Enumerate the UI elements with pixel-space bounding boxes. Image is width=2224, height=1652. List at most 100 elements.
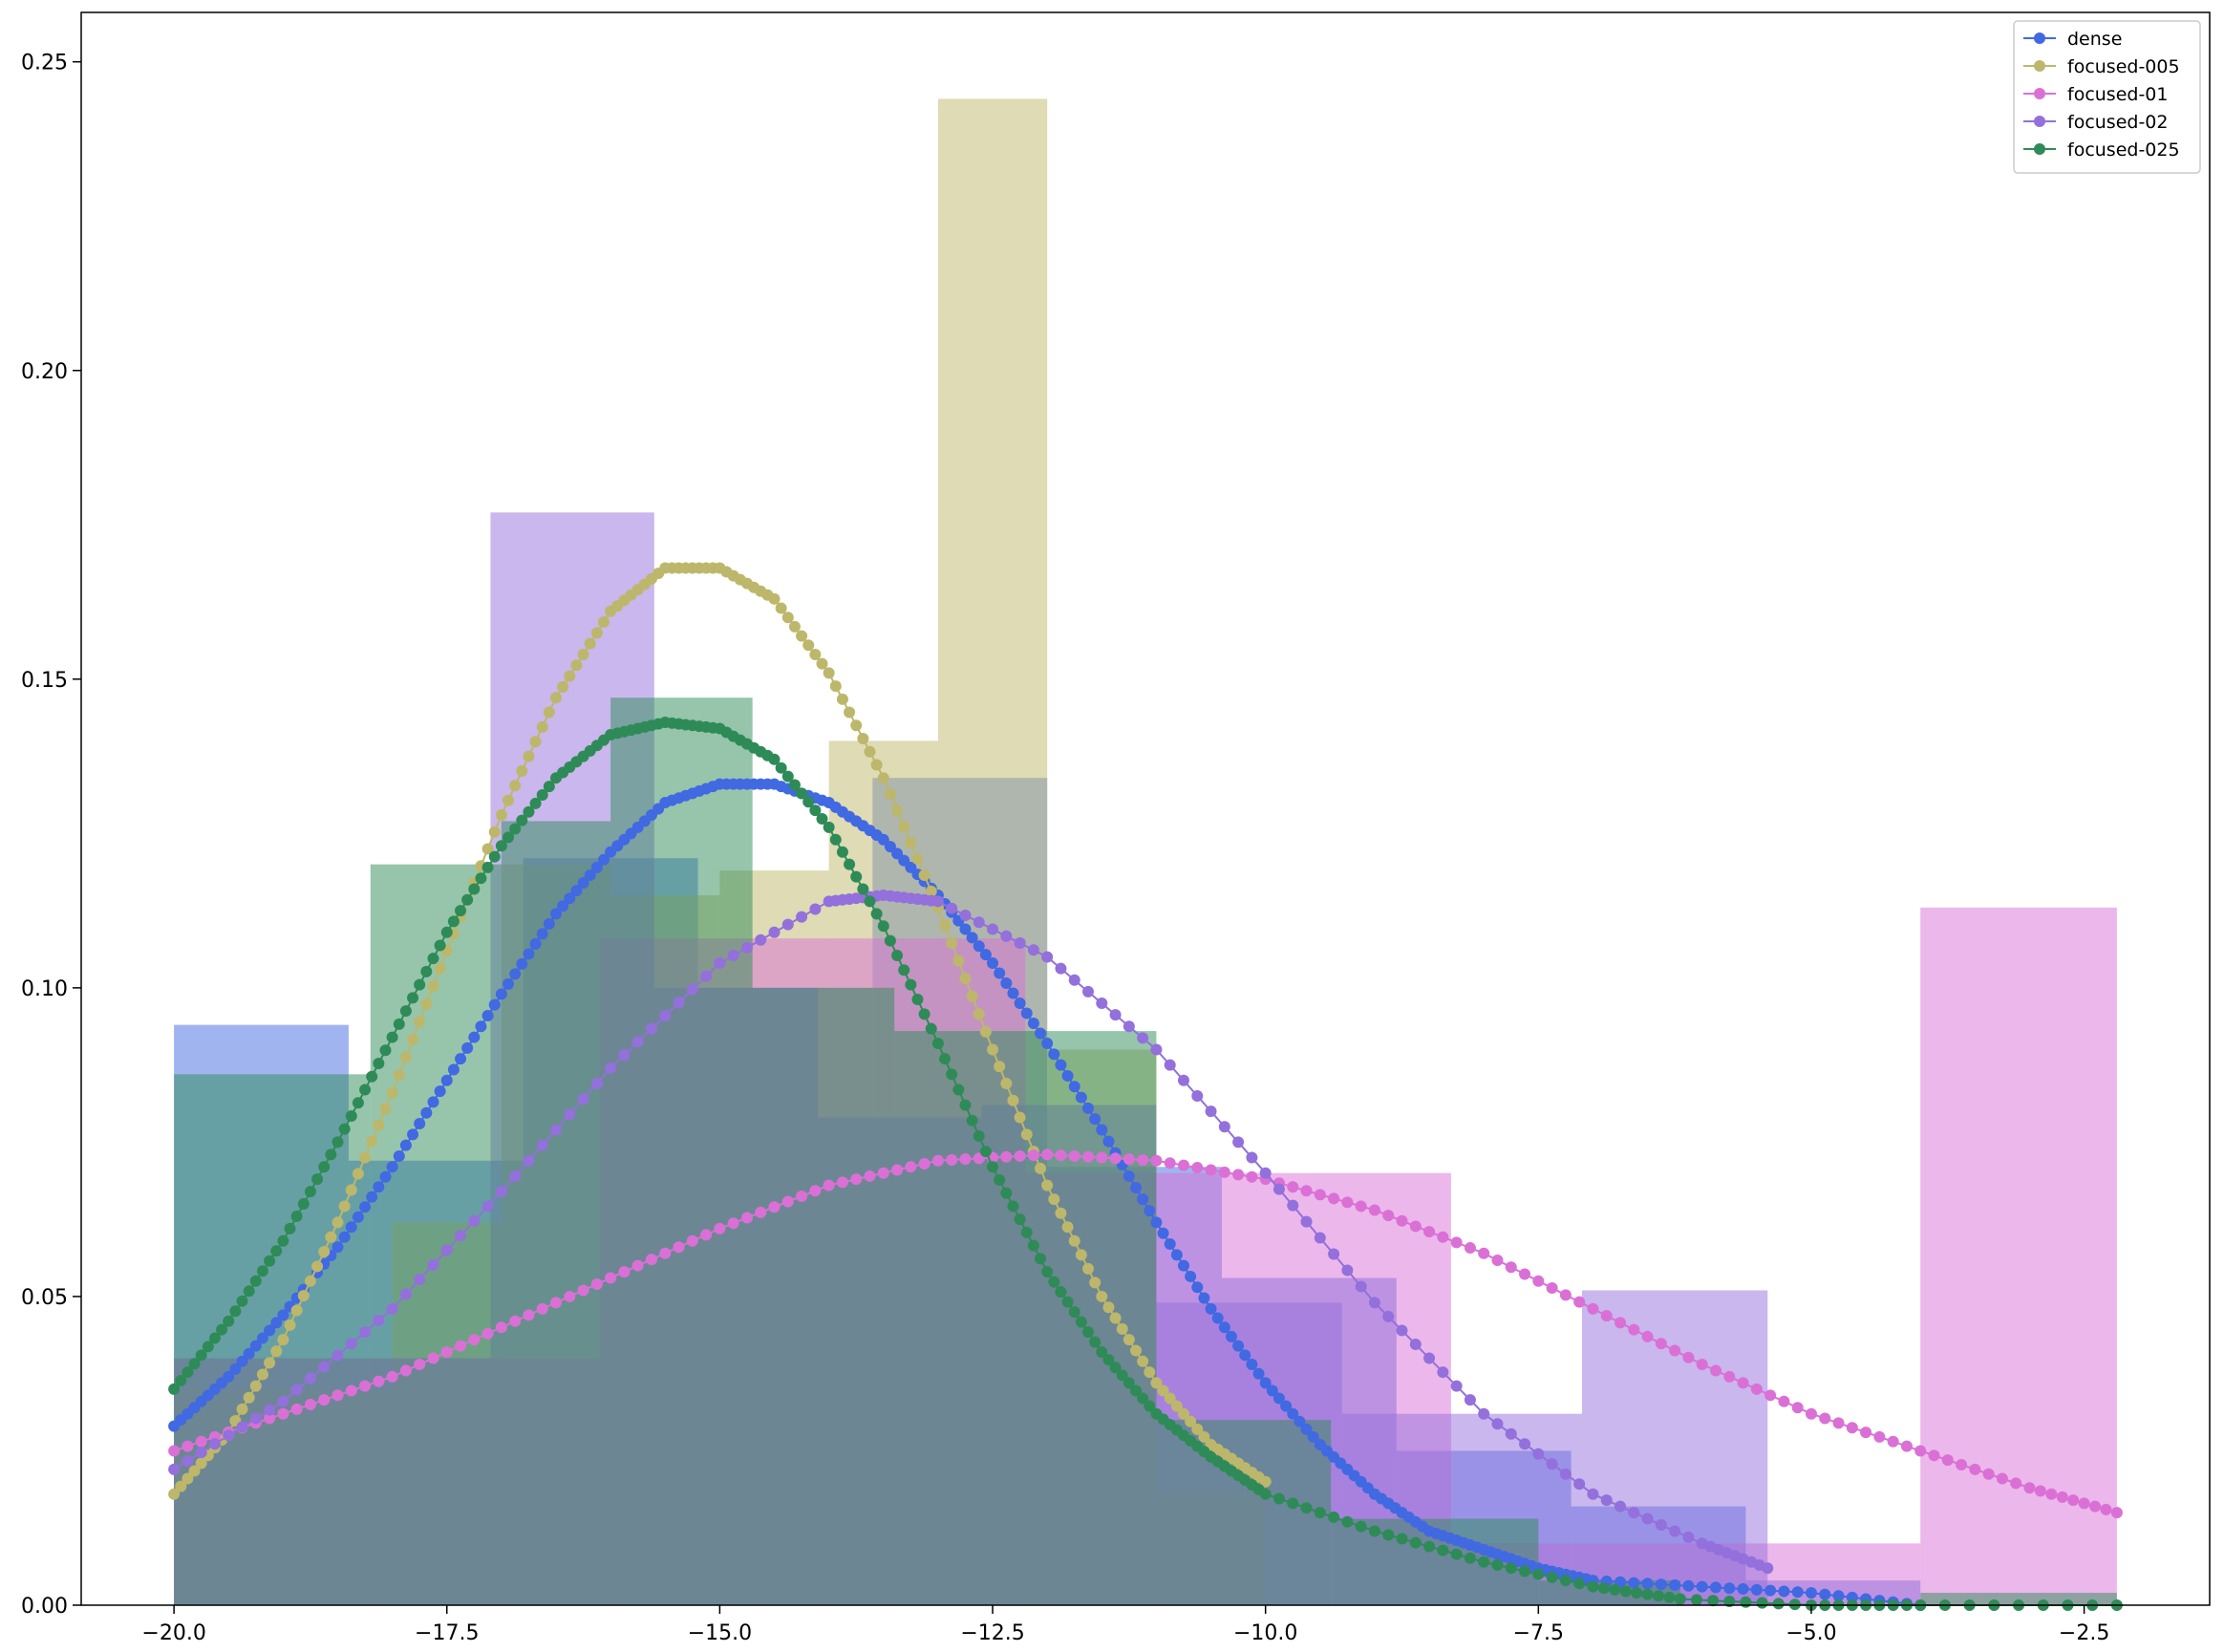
kde-marker xyxy=(236,1355,248,1367)
kde-marker xyxy=(1205,1302,1217,1315)
kde-marker xyxy=(1355,1200,1367,1212)
kde-marker xyxy=(564,892,576,905)
kde-marker xyxy=(290,1384,303,1396)
kde-marker xyxy=(987,923,999,935)
kde-marker xyxy=(686,1234,698,1247)
kde-marker xyxy=(1075,1091,1087,1104)
kde-marker xyxy=(987,1043,999,1056)
kde-marker xyxy=(1259,1475,1272,1488)
kde-marker xyxy=(509,1315,522,1327)
kde-marker xyxy=(1157,1227,1169,1239)
kde-marker xyxy=(1198,1292,1210,1304)
hist-bar xyxy=(610,697,753,1605)
kde-marker xyxy=(1450,1236,1463,1249)
kde-marker xyxy=(1232,1169,1245,1181)
kde-marker xyxy=(659,1009,672,1021)
kde-marker xyxy=(414,1274,426,1286)
kde-marker xyxy=(352,1211,364,1223)
kde-marker xyxy=(256,1265,268,1277)
kde-marker xyxy=(481,1327,494,1340)
kde-marker xyxy=(168,1445,181,1457)
kde-marker xyxy=(1177,1159,1189,1171)
kde-marker xyxy=(366,1135,378,1148)
kde-marker xyxy=(1300,1423,1313,1435)
kde-marker xyxy=(420,965,433,977)
kde-marker xyxy=(1000,1078,1013,1090)
kde-marker xyxy=(1232,1136,1245,1148)
kde-marker xyxy=(1130,1182,1143,1194)
kde-marker xyxy=(809,903,822,915)
kde-marker xyxy=(775,762,787,774)
kde-marker xyxy=(1707,1595,1720,1607)
kde-marker xyxy=(645,1254,657,1266)
kde-marker xyxy=(249,1412,262,1425)
kde-marker xyxy=(1464,1242,1476,1255)
kde-marker xyxy=(182,1440,194,1452)
kde-marker xyxy=(850,1173,863,1186)
kde-marker xyxy=(1055,1149,1067,1162)
kde-marker xyxy=(1641,1588,1654,1600)
kde-marker xyxy=(816,657,828,670)
kde-marker xyxy=(1505,1261,1517,1274)
kde-marker xyxy=(939,1053,952,1065)
kde-marker xyxy=(495,1321,507,1334)
kde-marker xyxy=(1259,1377,1272,1389)
x-tick-label: −12.5 xyxy=(960,1621,1024,1645)
kde-marker xyxy=(1150,1216,1163,1229)
kde-marker xyxy=(1450,1548,1463,1560)
kde-marker xyxy=(1663,1591,1676,1603)
kde-marker xyxy=(1519,1438,1531,1450)
kde-marker xyxy=(864,1169,876,1182)
kde-marker xyxy=(1423,1540,1436,1553)
x-tick-label: −5.0 xyxy=(1786,1621,1836,1645)
kde-marker xyxy=(1846,1422,1858,1434)
kde-marker xyxy=(564,1108,576,1121)
kde-marker xyxy=(516,957,528,970)
kde-marker xyxy=(523,805,535,818)
kde-marker xyxy=(2056,1491,2068,1503)
kde-marker xyxy=(455,1340,467,1352)
kde-marker xyxy=(277,1407,289,1420)
kde-marker xyxy=(1996,1472,2008,1485)
kde-marker xyxy=(931,1154,944,1167)
kde-marker xyxy=(1123,1334,1135,1346)
kde-marker xyxy=(1287,1407,1299,1420)
kde-marker xyxy=(256,1332,268,1344)
kde-marker xyxy=(2078,1497,2090,1510)
kde-marker xyxy=(809,1185,822,1197)
kde-marker xyxy=(925,1022,937,1035)
kde-marker xyxy=(509,823,522,835)
kde-marker xyxy=(584,869,596,881)
kde-marker xyxy=(1737,1583,1749,1596)
kde-marker xyxy=(1068,1306,1080,1319)
kde-marker xyxy=(414,1118,426,1130)
kde-marker xyxy=(1272,1392,1285,1405)
kde-marker xyxy=(1123,1377,1135,1389)
kde-marker xyxy=(577,877,589,890)
kde-marker xyxy=(755,933,767,946)
kde-marker xyxy=(407,992,419,1004)
kde-marker xyxy=(509,968,522,980)
kde-marker xyxy=(488,826,501,838)
kde-marker xyxy=(686,983,698,996)
kde-marker xyxy=(386,1031,398,1043)
kde-marker xyxy=(836,846,848,858)
kde-marker xyxy=(455,1053,467,1065)
kde-marker xyxy=(407,1033,419,1045)
kde-marker xyxy=(1772,1598,1785,1610)
kde-marker xyxy=(590,1078,603,1090)
kde-marker xyxy=(1082,1102,1095,1114)
kde-marker xyxy=(550,692,563,704)
kde-marker xyxy=(911,852,924,865)
kde-marker xyxy=(1102,1354,1115,1366)
kde-marker xyxy=(870,908,883,920)
kde-marker xyxy=(1669,1579,1681,1592)
kde-marker xyxy=(1409,1339,1422,1351)
kde-marker xyxy=(1709,1364,1721,1377)
kde-marker xyxy=(536,788,548,801)
kde-marker xyxy=(331,1136,344,1148)
kde-marker xyxy=(427,1258,439,1271)
kde-marker xyxy=(338,1231,351,1243)
kde-marker xyxy=(223,1370,235,1383)
